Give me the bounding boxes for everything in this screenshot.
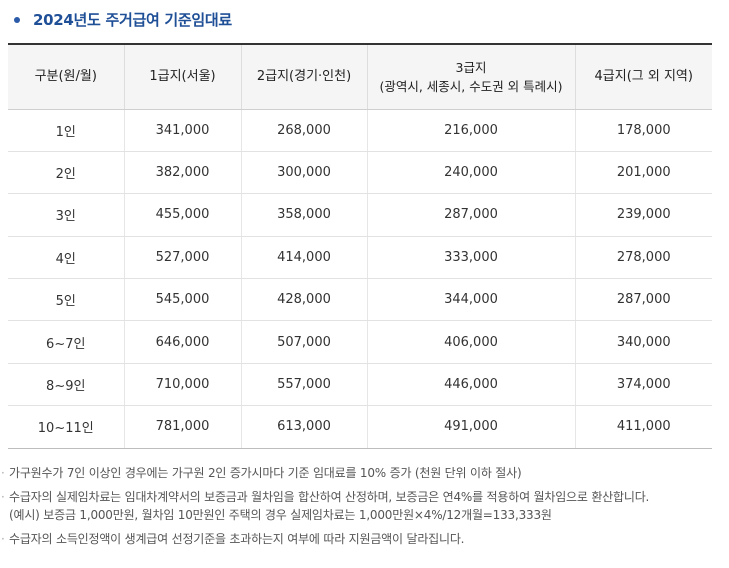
cell-tier-1: 545,000 (123, 278, 241, 322)
cell-tier-4: 239,000 (574, 193, 712, 237)
cell-tier-2: 414,000 (240, 236, 367, 280)
cell-tier-1: 382,000 (123, 151, 241, 195)
header-label: 1급지(서울) (149, 69, 216, 85)
header-tier-4: 4급지(그 외 지역) (574, 43, 712, 110)
cell-tier-3: 216,000 (366, 109, 575, 152)
table-row: 8~9인 710,000 557,000 446,000 374,000 (8, 363, 712, 407)
cell-tier-4: 278,000 (574, 236, 712, 280)
cell-tier-2: 300,000 (240, 151, 367, 195)
rent-table: 구분(원/월) 1급지(서울) 2급지(경기·인천) 3급지 (광역시, 세종시… (8, 43, 712, 449)
cell-tier-4: 411,000 (574, 405, 712, 449)
cell-tier-4: 178,000 (574, 109, 712, 152)
note-example-text: (예시) 보증금 1,000만원, 월차임 10만원인 주택의 경우 실제임차료… (9, 508, 552, 522)
header-label: 4급지(그 외 지역) (594, 69, 693, 85)
cell-household-size: 3인 (8, 193, 124, 237)
table-row: 6~7인 646,000 507,000 406,000 340,000 (8, 320, 712, 364)
note-item: · 수급자의 소득인정액이 생계급여 선정기준을 초과하는지 여부에 따라 지원… (0, 530, 729, 548)
cell-tier-4: 340,000 (574, 320, 712, 364)
table-row: 10~11인 781,000 613,000 491,000 411,000 (8, 405, 712, 449)
cell-tier-3: 446,000 (366, 363, 575, 407)
notes-list: · 가구원수가 7인 이상인 경우에는 가구원 2인 증가시마다 기준 임대료를… (0, 464, 729, 554)
cell-household-size: 10~11인 (8, 405, 124, 449)
note-bullet-icon: · (1, 532, 5, 546)
note-item: · 수급자의 실제임차료는 임대차계약서의 보증금과 월차임을 합산하여 산정하… (0, 488, 729, 524)
header-label: 2급지(경기·인천) (256, 69, 352, 85)
cell-household-size: 8~9인 (8, 363, 124, 407)
cell-tier-1: 781,000 (123, 405, 241, 449)
table-header-row: 구분(원/월) 1급지(서울) 2급지(경기·인천) 3급지 (광역시, 세종시… (8, 43, 712, 110)
header-category: 구분(원/월) (8, 43, 124, 110)
table-row: 1인 341,000 268,000 216,000 178,000 (8, 109, 712, 152)
cell-tier-2: 613,000 (240, 405, 367, 449)
header-sublabel: (광역시, 세종시, 수도권 외 특례시) (379, 78, 563, 94)
table-row: 3인 455,000 358,000 287,000 239,000 (8, 193, 712, 237)
cell-tier-2: 268,000 (240, 109, 367, 152)
note-text: 가구원수가 7인 이상인 경우에는 가구원 2인 증가시마다 기준 임대료를 1… (9, 466, 522, 480)
note-item: · 가구원수가 7인 이상인 경우에는 가구원 2인 증가시마다 기준 임대료를… (0, 464, 729, 482)
cell-tier-3: 491,000 (366, 405, 575, 449)
cell-tier-3: 344,000 (366, 278, 575, 322)
cell-tier-1: 646,000 (123, 320, 241, 364)
header-label: 구분(원/월) (34, 69, 97, 85)
section-heading: 2024년도 주거급여 기준임대료 (0, 0, 729, 42)
cell-tier-4: 201,000 (574, 151, 712, 195)
note-bullet-icon: · (1, 466, 5, 480)
header-tier-2: 2급지(경기·인천) (240, 43, 367, 110)
header-label: 3급지 (455, 59, 487, 75)
header-tier-3: 3급지 (광역시, 세종시, 수도권 외 특례시) (366, 43, 575, 110)
cell-tier-3: 240,000 (366, 151, 575, 195)
cell-tier-2: 428,000 (240, 278, 367, 322)
cell-tier-4: 374,000 (574, 363, 712, 407)
cell-tier-4: 287,000 (574, 278, 712, 322)
note-bullet-icon: · (1, 490, 5, 504)
cell-tier-3: 287,000 (366, 193, 575, 237)
cell-household-size: 2인 (8, 151, 124, 195)
table-row: 2인 382,000 300,000 240,000 201,000 (8, 151, 712, 195)
section-title: 2024년도 주거급여 기준임대료 (33, 11, 232, 29)
note-text: 수급자의 소득인정액이 생계급여 선정기준을 초과하는지 여부에 따라 지원금액… (9, 532, 465, 546)
cell-tier-3: 333,000 (366, 236, 575, 280)
note-text: 수급자의 실제임차료는 임대차계약서의 보증금과 월차임을 합산하여 산정하며,… (9, 490, 650, 504)
cell-tier-2: 557,000 (240, 363, 367, 407)
cell-tier-1: 341,000 (123, 109, 241, 152)
cell-tier-2: 507,000 (240, 320, 367, 364)
table-row: 5인 545,000 428,000 344,000 287,000 (8, 278, 712, 322)
cell-household-size: 1인 (8, 109, 124, 152)
header-tier-1: 1급지(서울) (123, 43, 241, 110)
cell-tier-1: 527,000 (123, 236, 241, 280)
bullet-icon (14, 17, 20, 23)
cell-tier-1: 455,000 (123, 193, 241, 237)
cell-household-size: 5인 (8, 278, 124, 322)
cell-tier-2: 358,000 (240, 193, 367, 237)
cell-tier-1: 710,000 (123, 363, 241, 407)
cell-household-size: 4인 (8, 236, 124, 280)
table-row: 4인 527,000 414,000 333,000 278,000 (8, 236, 712, 280)
cell-tier-3: 406,000 (366, 320, 575, 364)
cell-household-size: 6~7인 (8, 320, 124, 364)
